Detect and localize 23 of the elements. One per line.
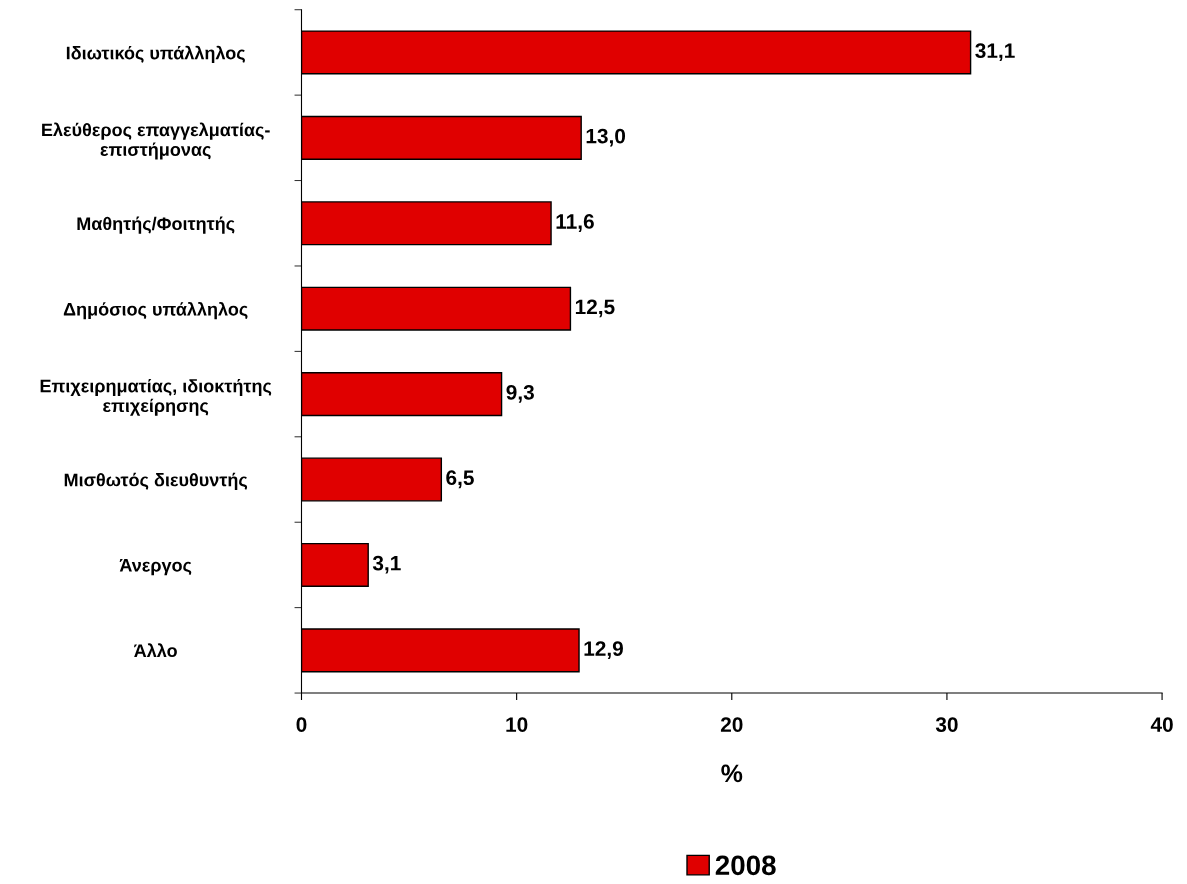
data-label: 12,5 — [575, 299, 615, 318]
x-tick-label: 40 — [1150, 717, 1173, 732]
y-tick-label: Άλλο — [134, 643, 177, 658]
y-tick-label: Ελεύθερος επαγγελματίας- επιστήμονας — [42, 122, 270, 160]
data-label: 31,1 — [975, 43, 1015, 62]
x-tick-label: 30 — [935, 717, 958, 732]
y-tick-label: Δημόσιος υπάλληλος — [63, 301, 248, 320]
y-tick-label: Άνεργος — [119, 559, 192, 576]
y-tick-label: Ιδιωτικός υπάλληλος — [66, 45, 245, 63]
data-label: 12,9 — [584, 641, 623, 659]
x-tick-label: 10 — [506, 717, 528, 732]
data-label: 11,6 — [556, 214, 594, 232]
data-label: 9,3 — [506, 384, 534, 403]
x-axis-title: % — [721, 764, 743, 783]
x-tick-label: 20 — [720, 717, 743, 732]
data-label: 3,1 — [372, 555, 401, 574]
data-label: 13,0 — [586, 128, 626, 147]
y-tick-label: Επιχειρηματίας, ιδιοκτήτης επιχείρησης — [40, 378, 272, 416]
x-tick-label: 0 — [296, 717, 307, 732]
legend-label: 2008 — [715, 855, 776, 876]
y-tick-label: Μαθητής/Φοιτητής — [77, 216, 235, 234]
y-tick-label: Μισθωτός διευθυντής — [64, 472, 248, 490]
data-label: 6,5 — [446, 470, 474, 489]
